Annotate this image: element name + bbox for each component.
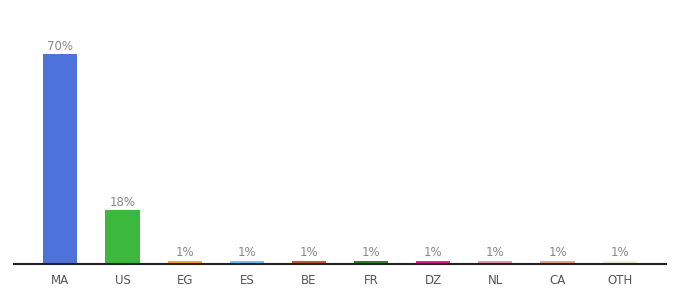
Bar [416, 261, 450, 264]
Bar [105, 210, 139, 264]
Text: 70%: 70% [48, 40, 73, 52]
Text: 1%: 1% [175, 247, 194, 260]
Text: 1%: 1% [548, 247, 567, 260]
Text: 1%: 1% [237, 247, 256, 260]
Bar [292, 261, 326, 264]
Text: 1%: 1% [300, 247, 318, 260]
Text: 1%: 1% [486, 247, 505, 260]
Bar [167, 261, 202, 264]
Bar [44, 54, 78, 264]
Bar [478, 261, 513, 264]
Bar [230, 261, 264, 264]
Text: 1%: 1% [424, 247, 443, 260]
Text: 1%: 1% [611, 247, 629, 260]
Bar [602, 261, 636, 264]
Bar [541, 261, 575, 264]
Text: 18%: 18% [109, 196, 135, 208]
Text: 1%: 1% [362, 247, 380, 260]
Bar [354, 261, 388, 264]
